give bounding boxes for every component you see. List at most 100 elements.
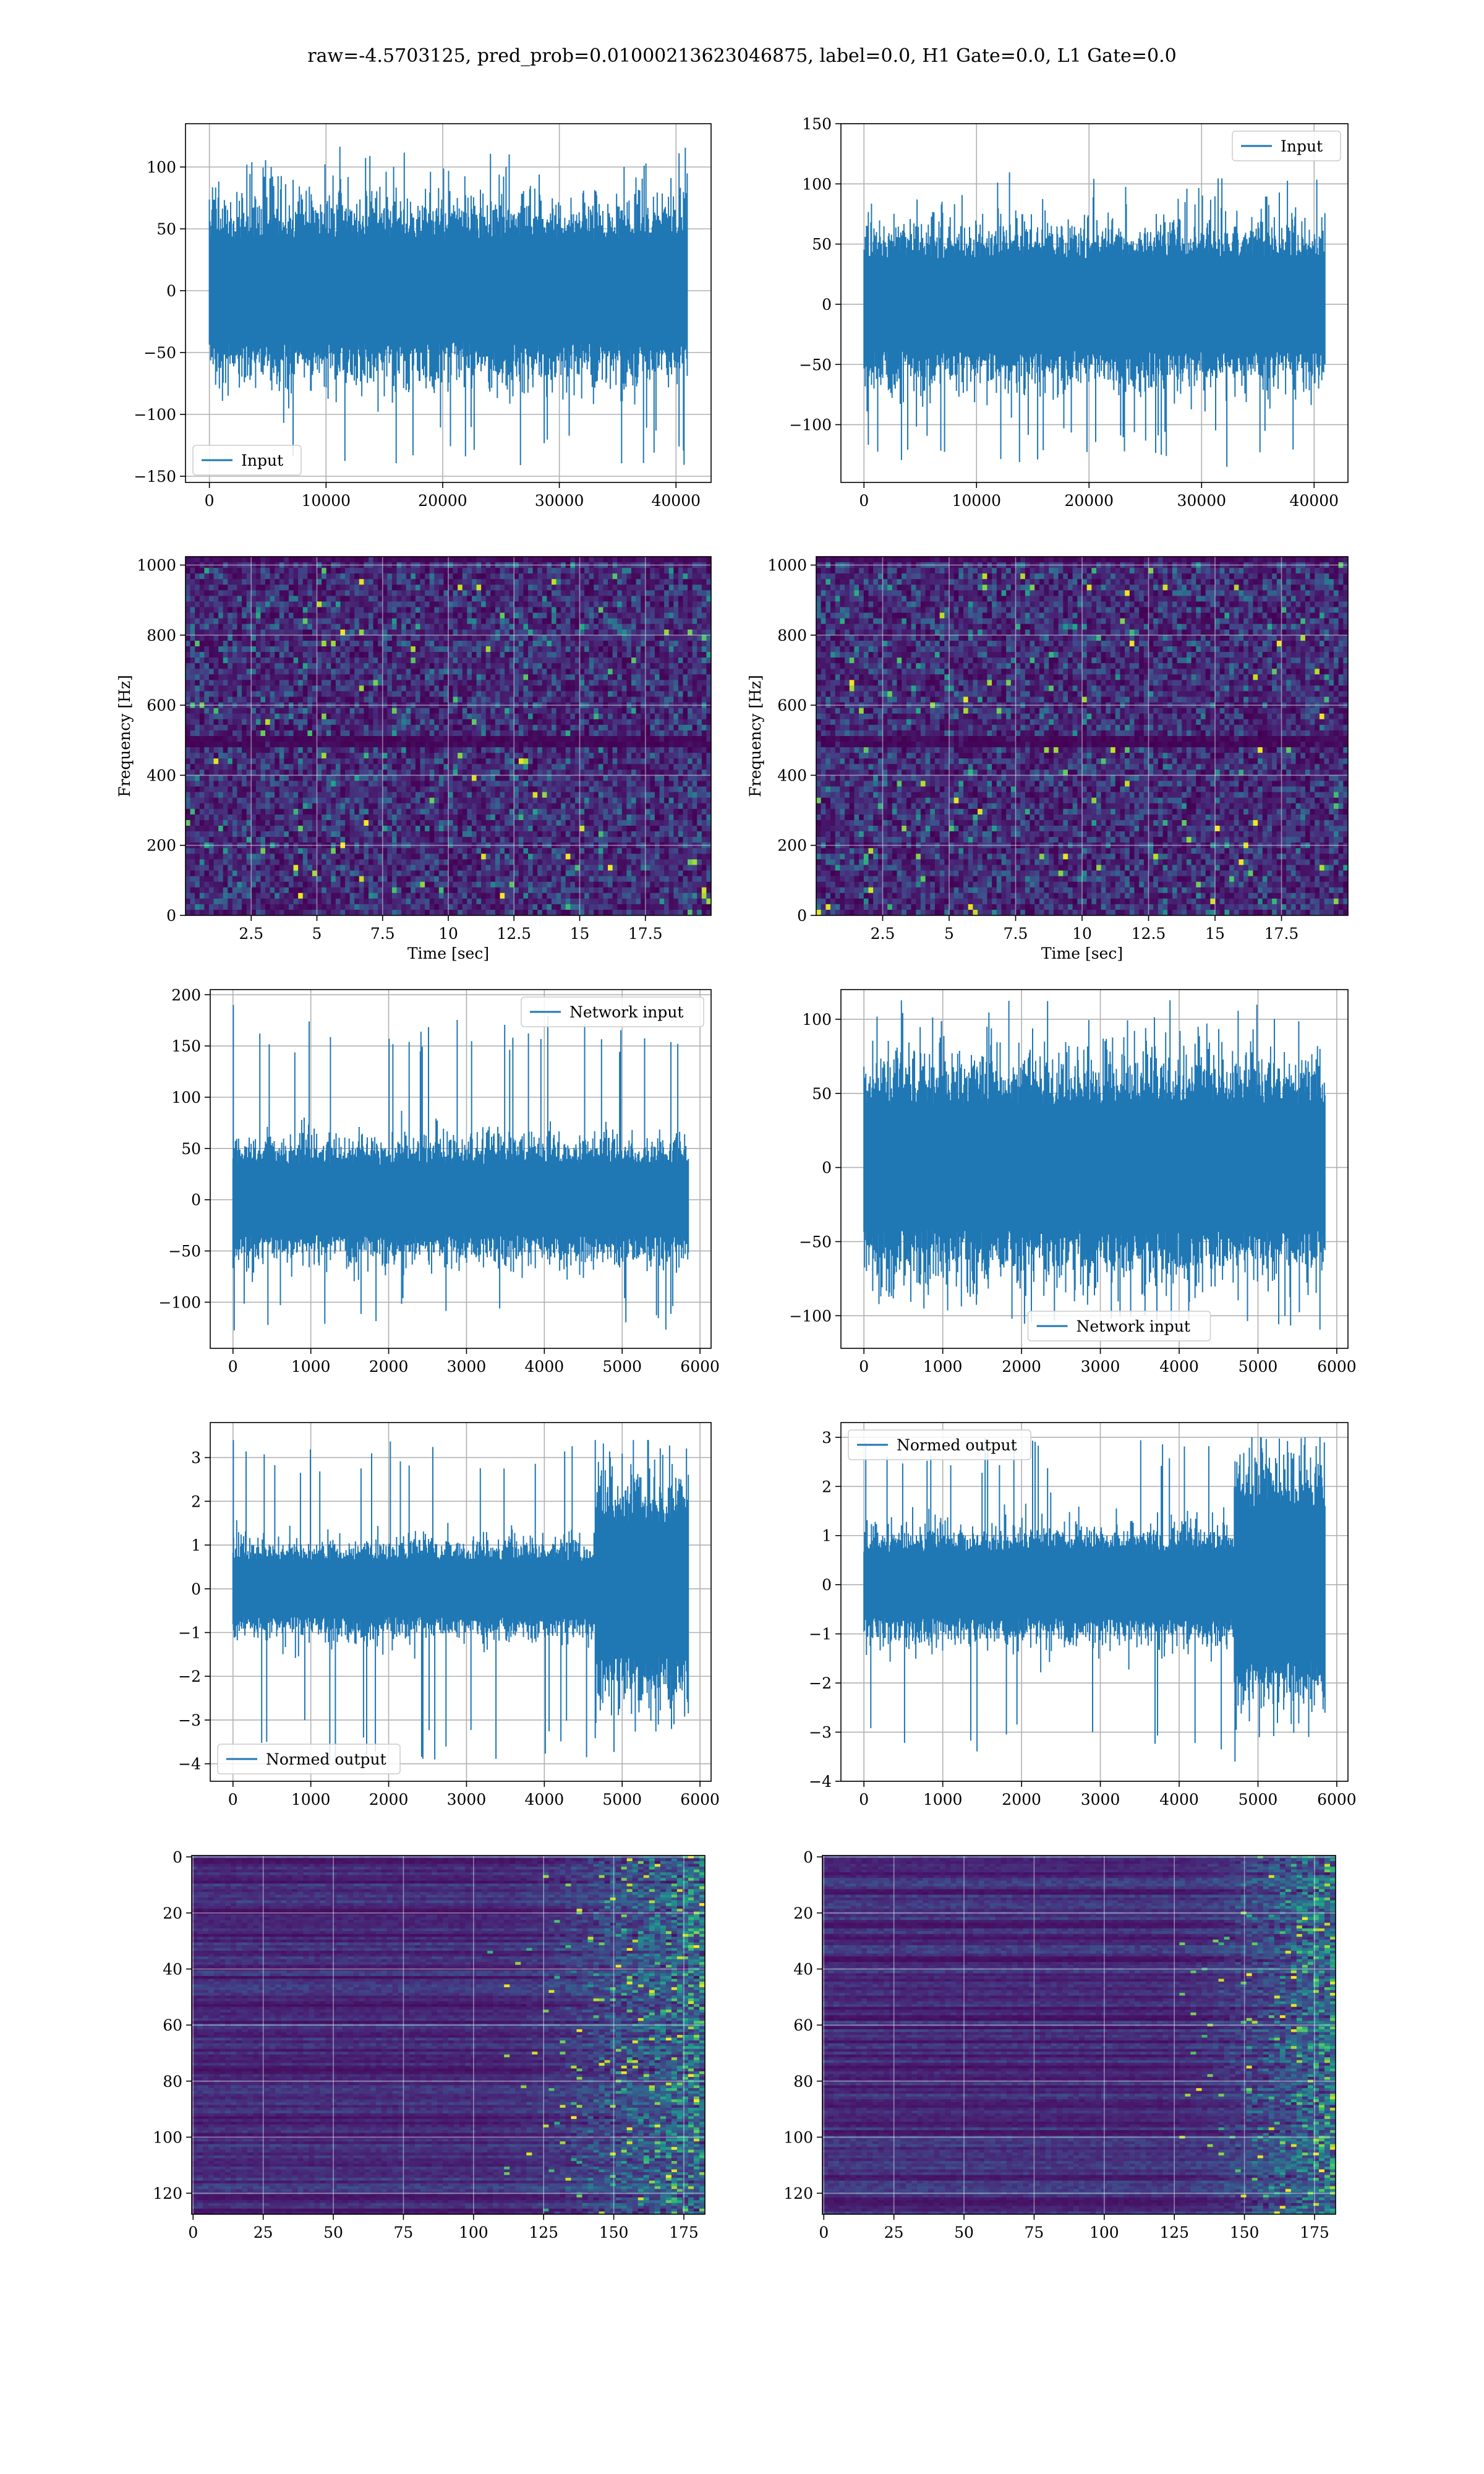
figure-title: raw=-4.5703125, pred_prob=0.010002136230…: [307, 45, 1176, 67]
y-tick-label: 20: [163, 1904, 182, 1922]
legend-label: Input: [1281, 137, 1323, 155]
net-l1-panel: 0 1000 2000 3000 4000 5000 6000 −100 −50 0 50 100 Ne…: [789, 989, 1357, 1376]
legend-box: [217, 1744, 401, 1774]
x-tick-label: 0: [188, 2224, 198, 2241]
y-tick-label: 100: [783, 2128, 813, 2146]
legend-box: [192, 445, 302, 476]
y-tick-label: −1: [178, 1624, 201, 1642]
input-h1-panel: 0 10000 20000 30000 40000 −150 −100 −50 0 50 100 In…: [134, 123, 712, 510]
x-tick-label: 3000: [1081, 1791, 1120, 1808]
y-tick-label: 400: [147, 766, 176, 784]
net-h1-axes-frame: [210, 989, 712, 1349]
y-tick-label: 50: [156, 220, 176, 238]
y-tick-label: 0: [166, 907, 176, 925]
x-tick-label: 10: [438, 925, 458, 943]
img-l1-heatmap: [822, 1856, 1336, 2214]
y-tick-label: 150: [171, 1037, 201, 1055]
y-tick-label: −3: [809, 1724, 832, 1742]
x-tick-label: 25: [254, 2224, 273, 2241]
x-tick-label: 3000: [1081, 1358, 1120, 1376]
y-tick-label: 80: [163, 2073, 182, 2091]
y-tick-label: 600: [777, 696, 807, 714]
x-tick-label: 5000: [602, 1358, 642, 1376]
x-tick-label: 0: [859, 1358, 869, 1376]
x-tick-label: 0: [228, 1791, 238, 1808]
norm-l1-legend: Normed output: [848, 1429, 1031, 1460]
y-tick-label: 20: [793, 1904, 813, 1922]
x-tick-label: 6000: [680, 1358, 720, 1376]
x-tick-label: 50: [954, 2224, 974, 2241]
y-tick-label: 60: [163, 2016, 182, 2034]
norm-l1-series-line: [863, 1437, 1326, 1762]
y-tick-label: 0: [173, 1848, 182, 1866]
y-tick-label: 50: [181, 1140, 201, 1158]
y-tick-label: 400: [777, 766, 807, 784]
y-tick-label: 0: [797, 907, 807, 925]
x-tick-label: 4000: [525, 1791, 565, 1808]
input-l1-legend: Input: [1232, 131, 1341, 161]
norm-h1-panel: 0 1000 2000 3000 4000 5000 6000 −4 −3 −2 −1 0 1 2 3 Nor…: [178, 1422, 720, 1808]
net-h1-legend: Network input: [521, 996, 704, 1027]
x-tick-label: 0: [859, 492, 869, 510]
y-tick-label: 2: [191, 1492, 201, 1510]
x-tick-label: 100: [459, 2224, 488, 2241]
legend-label: Normed output: [266, 1750, 386, 1768]
x-tick-label: 5: [312, 925, 322, 943]
y-tick-label: 0: [191, 1191, 201, 1209]
y-tick-label: 0: [191, 1580, 201, 1598]
spec-h1-x-axis-title: Time [sec]: [407, 944, 489, 962]
input-h1-series-line: [208, 147, 688, 465]
x-tick-label: 2000: [1002, 1358, 1041, 1376]
y-tick-label: 120: [153, 2185, 182, 2202]
x-tick-label: 2000: [369, 1358, 409, 1376]
y-tick-label: −50: [168, 1243, 201, 1261]
y-tick-label: 200: [171, 986, 201, 1004]
x-tick-label: 10000: [302, 492, 351, 510]
y-tick-label: 120: [783, 2185, 813, 2202]
y-tick-label: 40: [793, 1961, 813, 1979]
x-tick-label: 150: [1230, 2224, 1260, 2241]
x-tick-label: 25: [884, 2224, 904, 2241]
x-tick-label: 175: [1300, 2224, 1329, 2241]
x-tick-label: 0: [859, 1791, 869, 1808]
img-h1-grid: [192, 1856, 705, 2214]
spec-h1-panel: 2.5 5 7.5 10 12.5 15 17.5 0 200 400 600 800 1000 Time…: [116, 556, 712, 962]
x-tick-label: 100: [1090, 2224, 1119, 2241]
spec-h1-heatmap: [186, 557, 711, 915]
x-tick-label: 12.5: [1132, 925, 1166, 943]
x-tick-label: 12.5: [497, 925, 531, 943]
x-tick-label: 3000: [447, 1791, 487, 1808]
x-tick-label: 175: [669, 2224, 699, 2241]
img-l1-grid: [822, 1856, 1336, 2214]
y-tick-label: −100: [789, 1307, 832, 1325]
x-tick-label: 0: [205, 492, 215, 510]
x-tick-label: 2.5: [239, 925, 263, 943]
spec-l1-panel: 2.5 5 7.5 10 12.5 15 17.5 0 200 400 600 800 1000 Time…: [746, 556, 1349, 962]
x-tick-label: 2000: [1002, 1791, 1041, 1808]
y-tick-label: −2: [178, 1667, 201, 1685]
x-tick-label: 3000: [447, 1358, 487, 1376]
x-tick-label: 5000: [1239, 1791, 1278, 1808]
x-tick-label: 6000: [680, 1791, 720, 1808]
x-tick-label: 1000: [291, 1791, 331, 1808]
x-tick-label: 0: [228, 1358, 238, 1376]
img-h1-heatmap: [192, 1856, 705, 2214]
net-l1-axes-frame: [840, 989, 1349, 1349]
x-tick-label: 75: [394, 2224, 414, 2241]
y-tick-label: 1: [191, 1536, 201, 1554]
y-tick-label: 600: [147, 696, 176, 714]
spec-l1-x-axis-title: Time [sec]: [1041, 944, 1123, 962]
x-tick-label: 17.5: [628, 925, 663, 943]
y-tick-label: 3: [191, 1449, 201, 1467]
x-tick-label: 5: [944, 925, 954, 943]
x-tick-label: 4000: [1159, 1791, 1199, 1808]
y-tick-label: −4: [809, 1773, 832, 1791]
y-tick-label: 800: [777, 627, 807, 644]
x-tick-label: 1000: [923, 1791, 963, 1808]
y-tick-label: 100: [802, 1011, 832, 1029]
x-tick-label: 20000: [418, 492, 467, 510]
y-tick-label: 150: [802, 115, 832, 133]
x-tick-label: 7.5: [370, 925, 395, 943]
x-tick-label: 40000: [1289, 492, 1339, 510]
